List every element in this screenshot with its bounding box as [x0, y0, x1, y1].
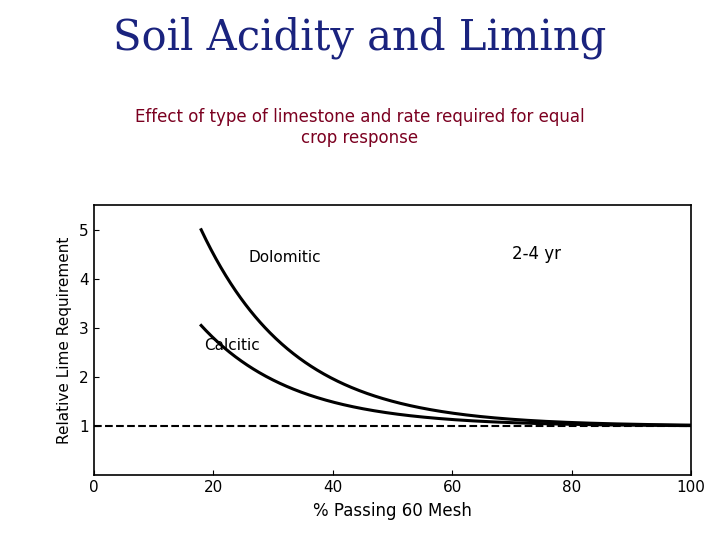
X-axis label: % Passing 60 Mesh: % Passing 60 Mesh	[313, 502, 472, 520]
Text: Dolomitic: Dolomitic	[249, 249, 322, 265]
Text: Effect of type of limestone and rate required for equal
crop response: Effect of type of limestone and rate req…	[135, 108, 585, 147]
Text: 2-4 yr: 2-4 yr	[512, 245, 561, 263]
Text: Calcitic: Calcitic	[204, 338, 260, 353]
Text: Soil Acidity and Liming: Soil Acidity and Liming	[113, 16, 607, 59]
Y-axis label: Relative Lime Requirement: Relative Lime Requirement	[57, 237, 72, 444]
